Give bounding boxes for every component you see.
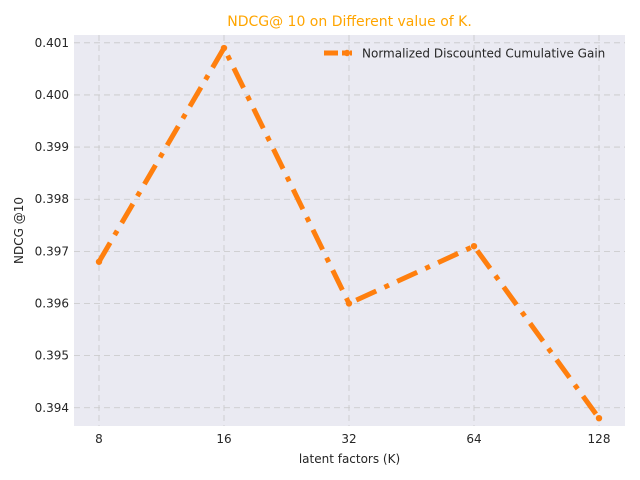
- y-tick-label: 0.395: [35, 349, 69, 363]
- y-tick-label: 0.399: [35, 140, 69, 154]
- x-axis-label: latent factors (K): [299, 452, 400, 466]
- data-point-marker: [470, 242, 478, 250]
- legend-label: Normalized Discounted Cumulative Gain: [362, 47, 605, 61]
- data-point-marker: [220, 44, 228, 52]
- x-tick-label: 8: [95, 432, 103, 446]
- series-line: [96, 45, 602, 420]
- x-tick-label: 16: [216, 432, 231, 446]
- data-point-marker: [95, 258, 103, 265]
- data-point-marker: [345, 300, 353, 307]
- chart-title: NDCG@ 10 on Different value of K.: [227, 14, 472, 30]
- axis-ticks: 8 16 32 64 128 0.394 0.395 0.396 0.397 0.398 0.399…: [35, 36, 611, 446]
- x-tick-label: 128: [588, 432, 611, 446]
- y-tick-label: 0.401: [35, 36, 69, 50]
- grid-lines: [74, 35, 625, 426]
- x-tick-label: 32: [341, 432, 356, 446]
- legend: Normalized Discounted Cumulative Gain: [324, 47, 605, 61]
- x-tick-label: 64: [466, 432, 481, 446]
- y-tick-label: 0.400: [35, 88, 69, 102]
- y-tick-label: 0.397: [35, 244, 69, 258]
- legend-marker-sample: [343, 49, 351, 57]
- y-tick-label: 0.394: [35, 401, 69, 415]
- data-point-marker: [595, 414, 603, 422]
- plot-area-background: [74, 35, 625, 426]
- y-tick-label: 0.398: [35, 192, 69, 206]
- y-tick-label: 0.396: [35, 296, 69, 310]
- y-axis-label: NDCG @10: [12, 197, 26, 264]
- series-markers: [95, 44, 603, 422]
